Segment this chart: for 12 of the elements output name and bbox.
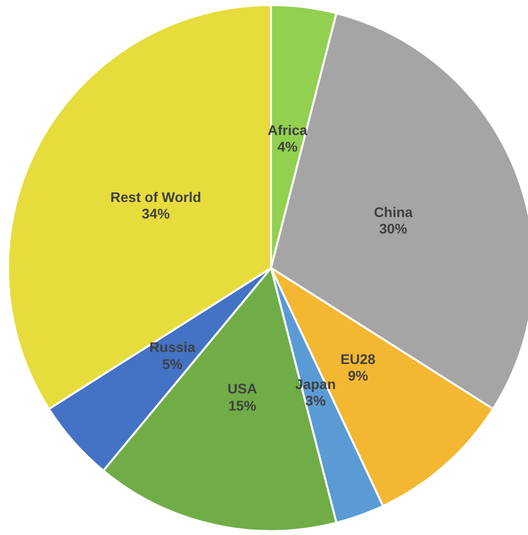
data-label: 9%: [348, 368, 369, 384]
data-label: 30%: [379, 220, 408, 237]
data-label: 3%: [305, 392, 326, 409]
data-label: 15%: [228, 397, 257, 414]
slice-label: EU28: [340, 350, 376, 367]
slice-label: Russia: [149, 339, 196, 356]
data-label: 4%: [277, 138, 298, 155]
data-label: 5%: [162, 356, 184, 372]
slice-label: USA: [228, 380, 258, 397]
slice-label: Rest of World: [110, 188, 202, 205]
data-label: 34%: [142, 206, 170, 222]
slice-label: China: [374, 204, 413, 220]
